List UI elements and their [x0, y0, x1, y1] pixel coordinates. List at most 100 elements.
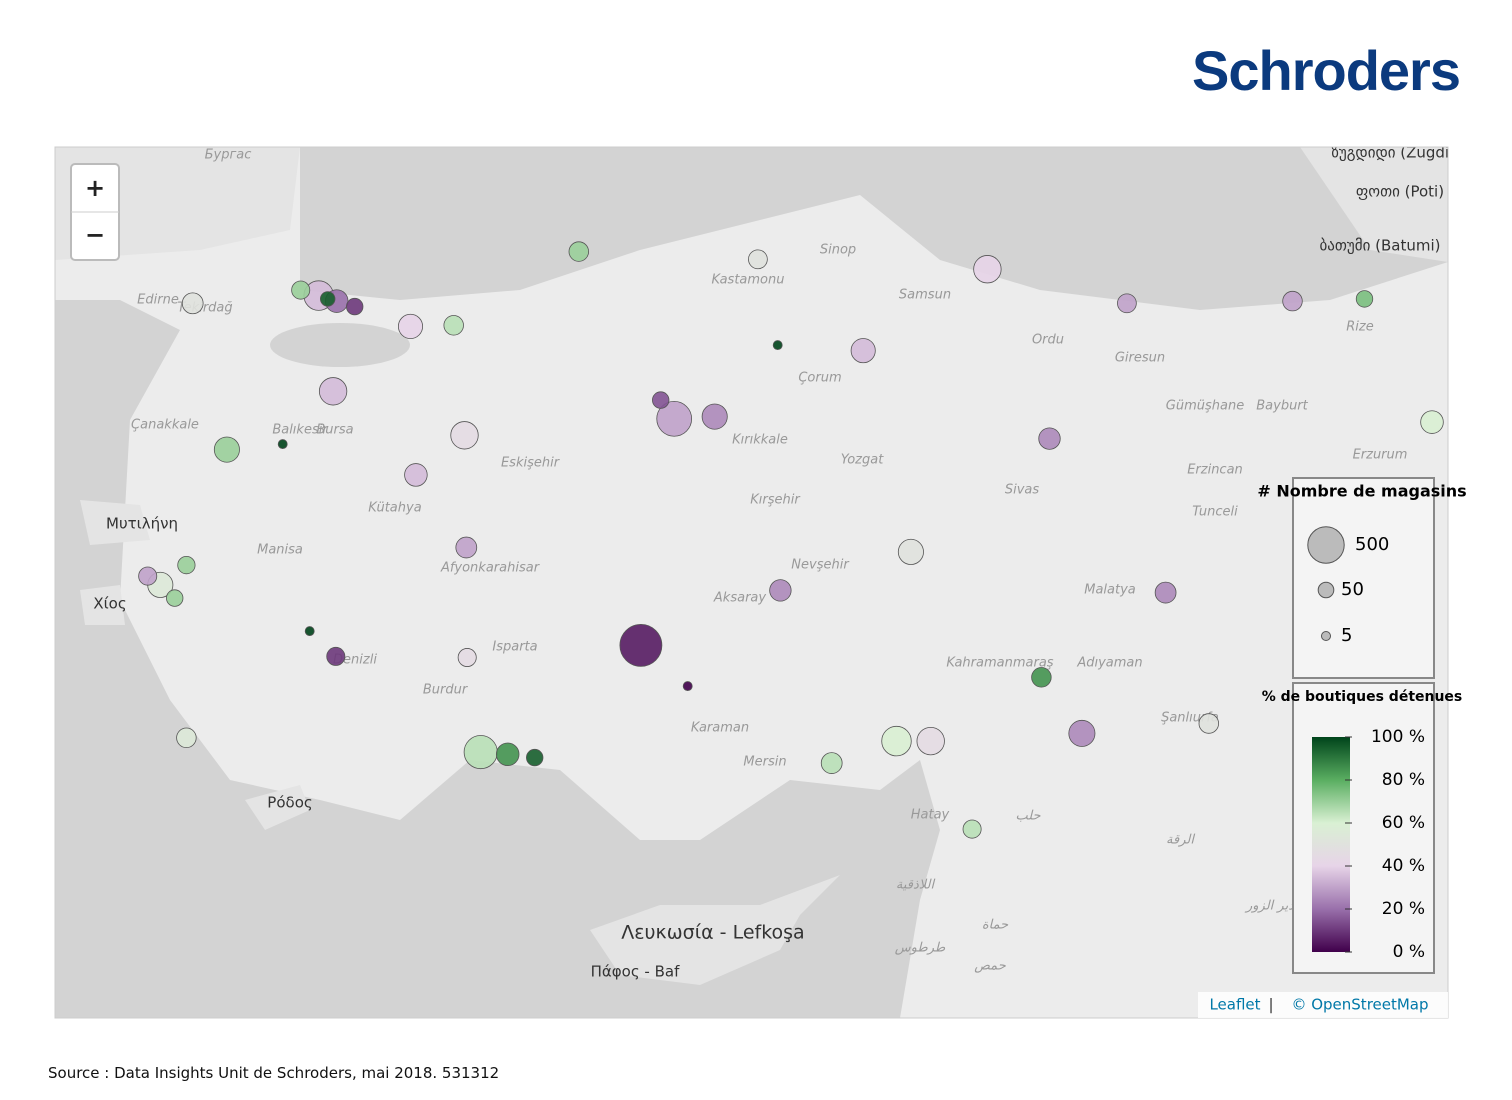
attribution-box — [1198, 992, 1448, 1018]
store-dot — [962, 819, 982, 839]
store-dot — [701, 403, 728, 430]
land-caucasus — [1300, 147, 1448, 262]
logo: Schroders — [1192, 39, 1461, 102]
place-name: Πάφος - Baf — [591, 963, 680, 981]
store-dot — [897, 538, 924, 565]
store-dot — [326, 646, 346, 666]
store-dot — [404, 463, 428, 487]
store-dot — [619, 624, 663, 667]
place-name: Malatya — [1084, 583, 1136, 598]
place-name: ბათუმი (Batumi) — [1320, 237, 1441, 255]
place-name: Tunceli — [1192, 505, 1238, 520]
place-name: حلب — [1015, 809, 1041, 824]
place-name: طرطوس — [895, 941, 946, 956]
place-name: Bursa — [316, 423, 353, 438]
place-name: Kırıkkale — [732, 433, 788, 448]
place-name: Balıkesir — [272, 423, 329, 438]
zoom-control[interactable]: + − — [70, 163, 120, 261]
place-name: Burdur — [423, 683, 469, 698]
land — [55, 147, 1448, 1018]
colorbar-label: 20 % — [1382, 899, 1425, 919]
place-name: Aksaray — [713, 591, 766, 606]
store-dot — [318, 377, 348, 406]
store-dot — [319, 291, 336, 307]
store-dot — [1198, 713, 1220, 734]
place-name: Sivas — [1005, 483, 1040, 498]
place-name: Manisa — [257, 543, 303, 558]
islands — [80, 500, 310, 830]
size-key — [1320, 630, 1332, 642]
store-dot — [450, 421, 479, 450]
colorbar-label: 100 % — [1371, 727, 1425, 747]
store-dot — [304, 626, 315, 637]
store-dot — [1420, 410, 1444, 434]
place-name: ფოთი (Poti) — [1356, 183, 1444, 201]
color-legend: % de boutiques détenues 100 % 80 % 60 % 40 … — [1262, 682, 1463, 974]
place-name: Erzurum — [1353, 448, 1408, 463]
store-dot — [213, 436, 240, 463]
place-name: Çanakkale — [131, 418, 199, 433]
store-dot — [397, 313, 424, 339]
store-dot — [973, 255, 1002, 284]
place-name: ზუგდიდი (Zugdidi) — [1331, 144, 1468, 162]
size-legend: # Nombre de magasins 500 50 5 — [1257, 477, 1467, 679]
store-dot — [820, 752, 843, 774]
place-name: Samsun — [899, 288, 951, 303]
store-dot — [166, 589, 184, 607]
place-name: حمص — [974, 959, 1006, 974]
place-name: Ordu — [1032, 333, 1064, 348]
place-name: Adıyaman — [1076, 656, 1142, 671]
store-dot — [1117, 293, 1137, 314]
place-name: Sinop — [820, 243, 856, 258]
legend-title: % de boutiques détenues — [1262, 689, 1463, 705]
source-note: Source : Data Insights Unit de Schroders… — [48, 1064, 500, 1082]
size-key-label: 5 — [1341, 625, 1352, 646]
place-name: Isparta — [492, 640, 537, 655]
leaflet-link[interactable]: Leaflet — [1209, 996, 1260, 1014]
store-dot — [443, 315, 464, 336]
zoom-out[interactable]: − — [85, 221, 105, 249]
place-name: Kütahya — [368, 501, 421, 516]
store-dot — [277, 439, 288, 450]
legend-box — [1292, 477, 1435, 679]
osm-link[interactable]: © OpenStreetMap — [1291, 996, 1428, 1014]
store-dot — [457, 648, 477, 667]
store-dot — [682, 681, 693, 692]
store-dot — [1154, 581, 1177, 604]
place-name: Mersin — [743, 755, 786, 770]
store-dot — [1068, 719, 1096, 747]
store-dot — [526, 748, 544, 767]
place-name: Edirne — [137, 293, 179, 308]
colorbar — [1312, 737, 1350, 952]
colorbar-label: 40 % — [1382, 856, 1425, 876]
place-name: Erzincan — [1187, 463, 1243, 478]
store-dot — [346, 297, 364, 316]
store-dot — [772, 340, 783, 351]
place-name: دير الزور — [1244, 899, 1294, 914]
place-name: Nevşehir — [791, 558, 850, 573]
store-dot — [850, 338, 876, 364]
store-dot — [1038, 427, 1061, 450]
store-dot — [495, 742, 520, 767]
size-key — [1317, 581, 1335, 599]
store-dot — [568, 241, 590, 262]
place-name: Eskişehir — [501, 456, 561, 471]
legend-title: # Nombre de magasins — [1257, 482, 1466, 501]
place-name: الرقة — [1166, 833, 1195, 848]
store-dot — [748, 249, 768, 270]
store-dot — [1282, 290, 1303, 312]
store-dot — [1355, 290, 1374, 308]
store-dot — [181, 292, 204, 315]
store-dot — [916, 726, 945, 756]
store-dot — [652, 391, 670, 409]
zoom-in[interactable]: + — [85, 174, 105, 202]
place-name: Rize — [1346, 320, 1373, 335]
store-dot — [177, 556, 196, 575]
place-name: Kırşehir — [750, 493, 801, 508]
place-name: Ρόδος — [267, 794, 312, 812]
place-name: Bayburt — [1256, 399, 1308, 414]
attribution: Leaflet | © OpenStreetMap — [1198, 992, 1448, 1018]
